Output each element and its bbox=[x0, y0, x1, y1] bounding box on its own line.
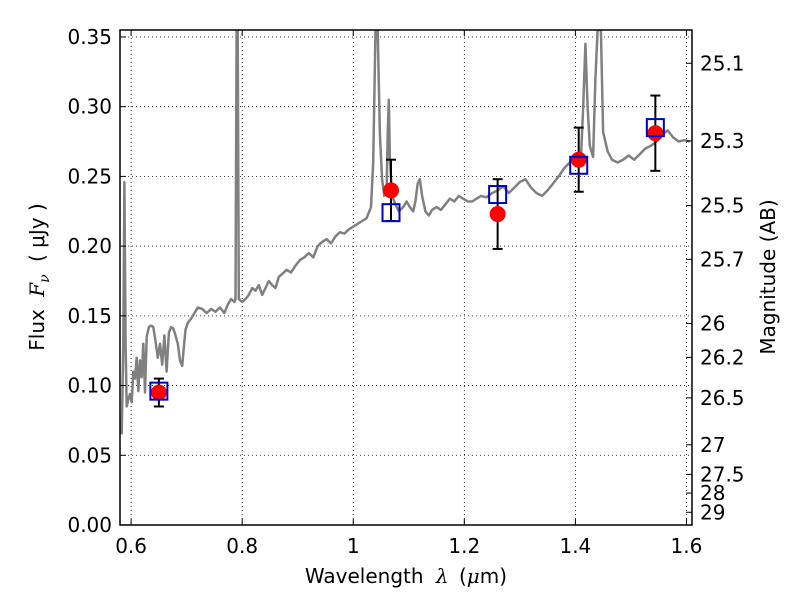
magnitude-tick-label: 25.3 bbox=[700, 129, 745, 153]
observed-point bbox=[647, 125, 664, 142]
observed-point bbox=[150, 384, 167, 401]
magnitude-tick-label: 25.5 bbox=[700, 194, 745, 218]
x-title-unit-rest: m) bbox=[480, 564, 507, 588]
model-square bbox=[645, 118, 665, 138]
magnitude-tick-label: 26.2 bbox=[700, 345, 745, 369]
x-tick-label: 0.8 bbox=[226, 534, 258, 558]
y-axis-title: Flux Fν ( μJy ) bbox=[25, 203, 54, 350]
magnitude-tick-label: 26 bbox=[700, 311, 725, 335]
y-tick-label: 0.20 bbox=[67, 234, 112, 258]
x-tick-label: 1.6 bbox=[671, 534, 703, 558]
y-tick-label: 0.25 bbox=[67, 164, 112, 188]
x-tick-label: 0.6 bbox=[115, 534, 147, 558]
model-square bbox=[149, 381, 169, 401]
y-tick-label: 0.30 bbox=[67, 95, 112, 119]
magnitude-tick-label: 29 bbox=[700, 500, 725, 524]
model-square bbox=[569, 155, 589, 175]
observed-points bbox=[150, 125, 664, 401]
x-title-symbol: λ bbox=[435, 564, 449, 588]
magnitude-tick-label: 27 bbox=[700, 433, 725, 457]
axis-ticks: 0.6 0.8 1 1.2 1.4 1.6 0.00 0.05 0.10 0.15 0.20 0.25… bbox=[67, 25, 744, 558]
plot-background bbox=[120, 30, 692, 525]
model-squares bbox=[149, 118, 665, 401]
y-tick-label: 0.15 bbox=[67, 304, 112, 328]
y-tick-label: 0.35 bbox=[67, 25, 112, 49]
magnitude-tick-label: 25.1 bbox=[700, 51, 745, 75]
x-title-prefix: Wavelength bbox=[305, 564, 424, 588]
x-title-unit-open: ( bbox=[459, 564, 467, 588]
y-title-unit: ( μJy ) bbox=[25, 203, 49, 262]
y-tick-label: 0.10 bbox=[67, 374, 112, 398]
observed-point bbox=[570, 151, 587, 168]
observed-point bbox=[489, 206, 506, 223]
magnitude-tick-label: 25.7 bbox=[700, 247, 745, 271]
y-tick-label: 0.00 bbox=[67, 513, 112, 537]
magnitude-axis-title: Magnitude (AB) bbox=[756, 199, 780, 354]
y-title-prefix: Flux bbox=[25, 309, 49, 351]
model-square bbox=[381, 203, 401, 223]
model-square bbox=[488, 185, 508, 205]
plot-frame bbox=[119, 29, 693, 526]
x-axis-title: Wavelength λ (μm) bbox=[305, 564, 507, 588]
x-title-unit-symbol: μ bbox=[467, 564, 480, 588]
magnitude-tick-label: 26.5 bbox=[700, 386, 745, 410]
magnitude-tick-label: 27.5 bbox=[700, 462, 745, 486]
y-tick-label: 0.05 bbox=[67, 443, 112, 467]
x-tick-label: 1.4 bbox=[559, 534, 591, 558]
y-title-subscript: ν bbox=[37, 274, 53, 283]
magnitude-tick-label: 28 bbox=[700, 481, 725, 505]
y-title-symbol: F bbox=[25, 282, 49, 298]
x-tick-label: 1 bbox=[347, 534, 360, 558]
x-tick-label: 1.2 bbox=[448, 534, 480, 558]
observed-point bbox=[383, 182, 400, 199]
